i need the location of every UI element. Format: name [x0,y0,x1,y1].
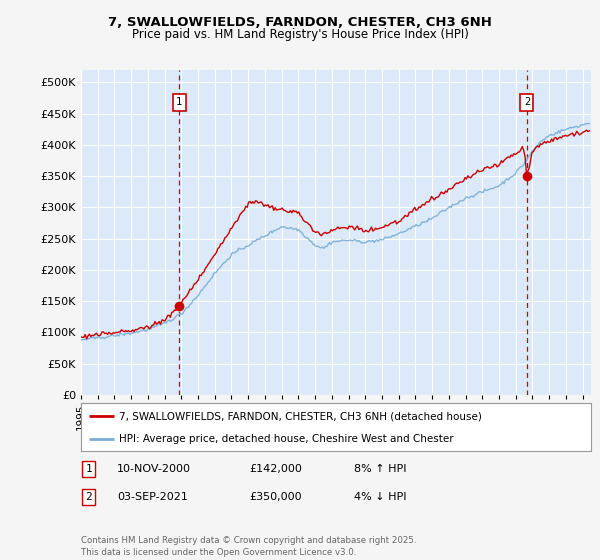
Text: £350,000: £350,000 [249,492,302,502]
Text: 2: 2 [524,97,530,108]
Text: 2: 2 [85,492,92,502]
Text: 4% ↓ HPI: 4% ↓ HPI [354,492,407,502]
Text: 7, SWALLOWFIELDS, FARNDON, CHESTER, CH3 6NH: 7, SWALLOWFIELDS, FARNDON, CHESTER, CH3 … [108,16,492,29]
Text: 1: 1 [85,464,92,474]
Text: 10-NOV-2000: 10-NOV-2000 [117,464,191,474]
Text: Contains HM Land Registry data © Crown copyright and database right 2025.
This d: Contains HM Land Registry data © Crown c… [81,536,416,557]
Text: £142,000: £142,000 [249,464,302,474]
Text: 8% ↑ HPI: 8% ↑ HPI [354,464,407,474]
Text: 7, SWALLOWFIELDS, FARNDON, CHESTER, CH3 6NH (detached house): 7, SWALLOWFIELDS, FARNDON, CHESTER, CH3 … [119,411,482,421]
Text: Price paid vs. HM Land Registry's House Price Index (HPI): Price paid vs. HM Land Registry's House … [131,28,469,41]
Text: 03-SEP-2021: 03-SEP-2021 [117,492,188,502]
Text: HPI: Average price, detached house, Cheshire West and Chester: HPI: Average price, detached house, Ches… [119,434,454,444]
Text: 1: 1 [176,97,182,108]
